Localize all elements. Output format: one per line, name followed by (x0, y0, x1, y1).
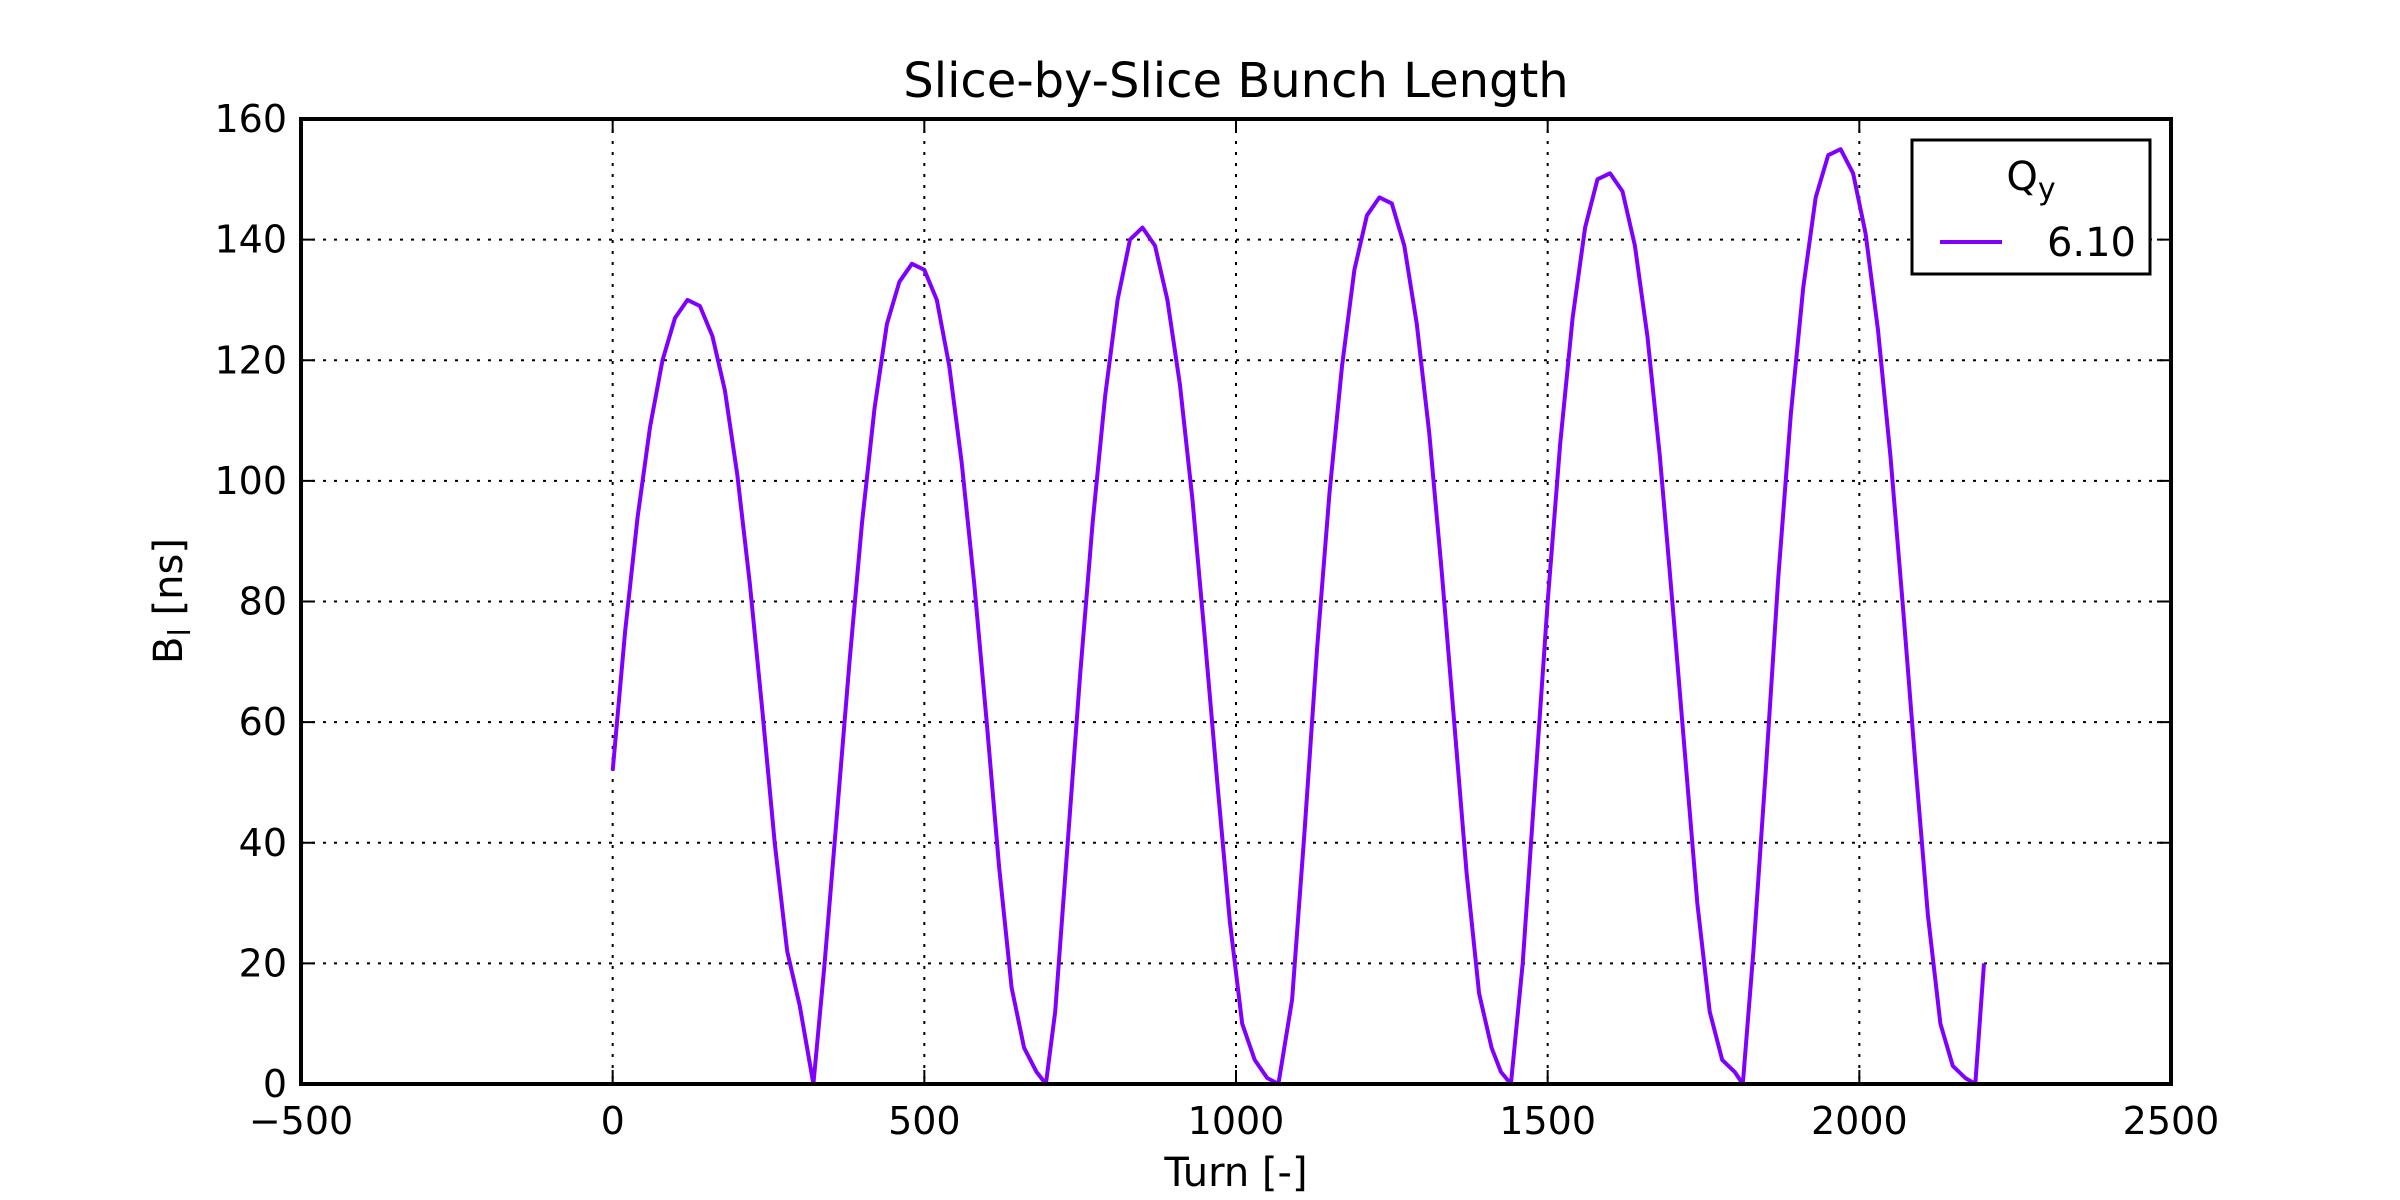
y-tick-label: 80 (239, 580, 287, 624)
legend-title: Qy (2006, 154, 2055, 207)
axis-ticks: −500 0 500 1000 1500 2000 25000204060801001201… (214, 97, 2219, 1143)
legend-title-main: Q (2006, 154, 2037, 200)
x-tick-label: 1000 (1188, 1099, 1285, 1143)
y-tick-label: 100 (214, 459, 287, 503)
chart-title: Slice-by-Slice Bunch Length (903, 53, 1568, 109)
y-tick-label: 140 (214, 218, 287, 262)
y-axis-label: Bl [ns] (146, 538, 198, 664)
series-line (610, 147, 1986, 1086)
y-axis-label-main: B (146, 637, 192, 664)
y-axis-label-subscript: l (163, 628, 198, 636)
y-axis-label-unit: [ns] (146, 538, 192, 628)
x-tick-label: 2000 (1811, 1099, 1908, 1143)
x-tick-label: 2500 (2123, 1099, 2220, 1143)
x-axis-label: Turn [-] (1163, 1150, 1307, 1196)
y-tick-label: 60 (239, 700, 287, 744)
y-tick-label: 40 (239, 821, 287, 865)
x-tick-label: 0 (601, 1099, 625, 1143)
x-tick-label: 1500 (1499, 1099, 1596, 1143)
y-tick-label: 160 (214, 97, 287, 141)
x-tick-label: −500 (249, 1099, 353, 1143)
legend-title-subscript: y (2038, 172, 2056, 207)
legend-entry-label: 6.10 (2047, 220, 2136, 266)
plot-series (610, 147, 1986, 1086)
legend-box (1910, 138, 2152, 276)
y-tick-label: 0 (263, 1062, 287, 1106)
x-tick-label: 500 (888, 1099, 961, 1143)
y-tick-label: 20 (239, 941, 287, 985)
y-tick-label: 120 (214, 338, 287, 382)
legend: Qy 6.10 (1910, 138, 2152, 276)
